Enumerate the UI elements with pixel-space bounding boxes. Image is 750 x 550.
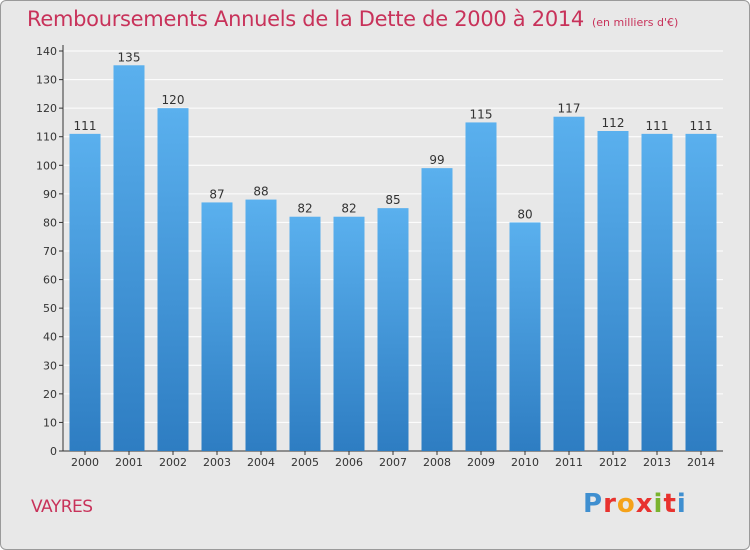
bar [597,131,629,451]
y-tick-label: 100 [36,159,57,172]
logo-letter: r [603,489,617,519]
x-tick-label: 2013 [643,456,671,469]
x-tick-label: 2005 [291,456,319,469]
bar [113,65,145,452]
proxiti-logo: Proxiti [583,489,687,519]
y-tick-label: 60 [43,274,57,287]
bar [377,208,409,451]
data-label: 111 [646,119,669,133]
y-tick-label: 40 [43,331,57,344]
y-tick-label: 130 [36,74,57,87]
x-tick-label: 2012 [599,456,627,469]
y-tick-label: 70 [43,245,57,258]
logo-letter: t [663,489,677,519]
x-tick-label: 2011 [555,456,583,469]
bar [69,133,101,451]
y-tick-label: 10 [43,416,57,429]
data-label: 111 [690,119,713,133]
bar [553,116,585,451]
y-tick-label: 0 [50,445,57,458]
y-tick-label: 110 [36,131,57,144]
x-tick-label: 2001 [115,456,143,469]
y-tick-label: 140 [36,45,57,58]
data-label: 135 [118,50,141,64]
bar [465,122,497,451]
logo-letter: P [583,489,604,519]
bar [245,199,277,451]
x-tick-label: 2009 [467,456,495,469]
logo-letter: x [635,489,654,519]
data-label: 82 [297,202,312,216]
y-tick-label: 120 [36,102,57,115]
x-tick-label: 2014 [687,456,715,469]
chart-subtitle: (en milliers d'€) [592,16,679,29]
y-tick-label: 30 [43,359,57,372]
y-tick-label: 90 [43,188,57,201]
data-label: 88 [253,185,268,199]
bar [509,222,541,451]
y-tick-label: 50 [43,302,57,315]
bar [157,108,189,452]
data-label: 115 [470,107,493,121]
data-label: 82 [341,202,356,216]
data-label: 99 [429,153,444,167]
x-tick-label: 2003 [203,456,231,469]
y-tick-label: 80 [43,216,57,229]
x-tick-label: 2008 [423,456,451,469]
data-label: 117 [558,102,581,116]
data-label: 87 [209,187,224,201]
data-label: 80 [517,207,532,221]
chart-title-text: Remboursements Annuels de la Dette de 20… [27,7,584,31]
logo-letter: o [616,489,636,519]
logo-letter: i [653,489,664,519]
x-tick-label: 2000 [71,456,99,469]
chart-title: Remboursements Annuels de la Dette de 20… [27,7,678,31]
bar [201,202,233,451]
data-label: 112 [602,116,625,130]
bar [333,216,365,451]
logo-letter: i [676,489,687,519]
bar [641,133,673,451]
data-label: 111 [74,119,97,133]
data-label: 85 [385,193,400,207]
x-tick-label: 2010 [511,456,539,469]
y-tick-label: 20 [43,388,57,401]
x-tick-label: 2002 [159,456,187,469]
bar [421,168,453,451]
bar [289,216,321,451]
bar [685,133,717,451]
x-tick-label: 2006 [335,456,363,469]
city-name: VAYRES [31,497,93,517]
x-tick-label: 2004 [247,456,275,469]
data-label: 120 [162,93,185,107]
x-tick-label: 2007 [379,456,407,469]
